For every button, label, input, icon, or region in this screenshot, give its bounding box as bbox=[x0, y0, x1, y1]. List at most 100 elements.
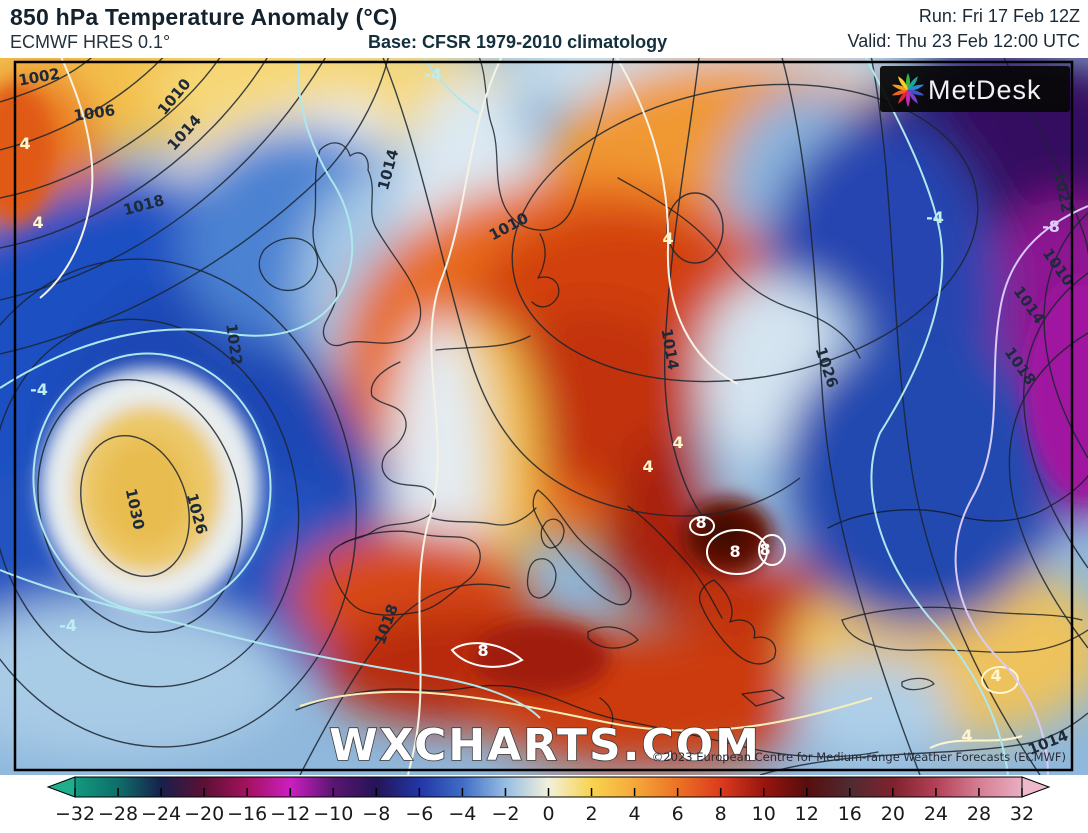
anomaly-contour-path bbox=[39, 58, 94, 299]
anomaly-label: -8 bbox=[1042, 217, 1060, 236]
colorbar-tick-labels: −32 −28 −24 −20 −16 −12 −10 −8 −6 −4 −2 0 2 4 6 8 10 12 16… bbox=[55, 803, 1034, 825]
colorbar-tick-label: 6 bbox=[672, 803, 684, 825]
coastline-path bbox=[478, 58, 615, 231]
header: 850 hPa Temperature Anomaly (°C) ECMWF H… bbox=[0, 0, 1088, 58]
colorbar-tick-label: 2 bbox=[585, 803, 597, 825]
coastline-path bbox=[526, 558, 557, 599]
colorbar-tick-label: 28 bbox=[967, 803, 991, 825]
colorbar-tick-label: 20 bbox=[881, 803, 905, 825]
anomaly-contour-path bbox=[954, 205, 1088, 775]
pinwheel-petal bbox=[908, 84, 925, 91]
colorbar-tick-label: 10 bbox=[752, 803, 776, 825]
base-climatology-label: Base: CFSR 1979-2010 climatology bbox=[368, 32, 668, 52]
isobar-path bbox=[0, 58, 164, 151]
anomaly-label: 8 bbox=[695, 513, 706, 532]
colorbar-tick-label: 4 bbox=[629, 803, 641, 825]
coastline-path bbox=[901, 677, 935, 691]
coastline-path bbox=[540, 518, 565, 549]
isobar-label: 1022 bbox=[222, 322, 246, 366]
coastline-path bbox=[587, 626, 639, 649]
coastline-path bbox=[741, 689, 785, 707]
colorbar-tick-label: −12 bbox=[270, 803, 310, 825]
colorbar-tick-label: −8 bbox=[362, 803, 390, 825]
anomaly-label: 4 bbox=[642, 457, 653, 476]
anomaly-label: 8 bbox=[729, 542, 740, 561]
metdesk-logo-background bbox=[880, 66, 1070, 112]
coastline-path bbox=[258, 237, 319, 291]
pinwheel-petal bbox=[908, 76, 918, 90]
pinwheel-petal bbox=[898, 90, 908, 104]
anomaly-label: 4 bbox=[672, 433, 683, 452]
map-frame bbox=[13, 60, 1074, 772]
pinwheel-petal bbox=[908, 90, 918, 104]
watermark: WXCHARTS.COM bbox=[329, 720, 761, 771]
coastlines bbox=[258, 58, 1088, 758]
copyright-text: ©2023 European Centre for Medium-range W… bbox=[652, 750, 1066, 764]
isobar-path bbox=[1008, 332, 1088, 649]
coastline-path bbox=[431, 507, 537, 526]
anomaly-label: 4 bbox=[990, 666, 1001, 685]
anomaly-label: 4 bbox=[32, 213, 43, 232]
coastline-path bbox=[328, 530, 481, 616]
pinwheel-petal bbox=[908, 89, 925, 96]
isobar-path bbox=[870, 58, 1041, 775]
colorbar-tick-label: −10 bbox=[313, 803, 353, 825]
anomaly-label: -4 bbox=[30, 380, 48, 399]
colorbar-tick-label: 8 bbox=[715, 803, 727, 825]
colorbar-tick-label: 16 bbox=[838, 803, 862, 825]
anomaly-label: -4 bbox=[424, 65, 442, 84]
anomaly-contour-path bbox=[299, 690, 873, 732]
coastline-path bbox=[827, 475, 1088, 529]
isobar-path bbox=[299, 583, 511, 775]
colorbar-left-arrow bbox=[46, 776, 76, 798]
isobar-contours bbox=[0, 58, 1088, 775]
pinwheel-petal bbox=[906, 73, 910, 90]
coastline-path bbox=[841, 606, 1083, 621]
anomaly-contour-path bbox=[689, 516, 715, 536]
anomaly-label: 8 bbox=[759, 540, 770, 559]
isobar-path bbox=[759, 712, 1088, 775]
pinwheel-petal bbox=[906, 90, 910, 107]
anomaly-contours bbox=[0, 58, 1088, 775]
colorbar-footer: −32 −28 −24 −20 −16 −12 −10 −8 −6 −4 −2 0 2 4 6 8 10 12 16… bbox=[0, 775, 1088, 833]
model-label: ECMWF HRES 0.1° bbox=[10, 32, 171, 52]
isobar-path bbox=[0, 318, 300, 688]
colorbar-tick-label: 32 bbox=[1010, 803, 1034, 825]
isobar-path bbox=[0, 58, 268, 249]
isobar-label: 1006 bbox=[72, 101, 116, 125]
isobar-path bbox=[781, 58, 921, 775]
anomaly-contour-path bbox=[450, 642, 524, 668]
coastline-path bbox=[312, 142, 422, 347]
colorbar-tick-label: −6 bbox=[405, 803, 433, 825]
anomaly-label: 8 bbox=[477, 641, 488, 660]
anomaly-color-field bbox=[0, 58, 1088, 775]
coastline-path bbox=[698, 579, 777, 665]
anomaly-contour-path bbox=[758, 534, 786, 566]
colorbar-tick-label: −2 bbox=[491, 803, 519, 825]
isobar-path bbox=[80, 434, 190, 578]
isobar-path bbox=[0, 58, 221, 199]
page-title: 850 hPa Temperature Anomaly (°C) bbox=[10, 4, 398, 30]
anomaly-label: 4 bbox=[961, 726, 972, 745]
coastline-path bbox=[532, 489, 632, 606]
isobar-path bbox=[663, 58, 721, 539]
colorbar-tick-label: −32 bbox=[55, 803, 95, 825]
colorbar-tick-label: −16 bbox=[227, 803, 267, 825]
anomaly-label: -4 bbox=[59, 616, 77, 635]
pinwheel-petal bbox=[891, 84, 908, 91]
run-time-label: Run: Fri 17 Feb 12Z bbox=[918, 6, 1080, 26]
anomaly-contour-path bbox=[0, 569, 541, 719]
coastline-path bbox=[627, 505, 723, 619]
colorbar-ticks bbox=[74, 788, 1023, 796]
anomaly-label: 4 bbox=[19, 134, 30, 153]
colorbar-tick-label: −28 bbox=[98, 803, 138, 825]
colorbar-right-arrow bbox=[1021, 776, 1051, 798]
colorbar-tick-label: 12 bbox=[795, 803, 819, 825]
anomaly-contour-path bbox=[423, 58, 479, 114]
anomaly-contour-path bbox=[407, 58, 503, 775]
pinwheel-petal bbox=[891, 89, 908, 96]
coastline-path bbox=[617, 177, 861, 359]
anomaly-contour-path bbox=[615, 58, 739, 385]
colorbar: −32 −28 −24 −20 −16 −12 −10 −8 −6 −4 −2 0 2 4 6 8 10 12 16… bbox=[46, 776, 1051, 825]
